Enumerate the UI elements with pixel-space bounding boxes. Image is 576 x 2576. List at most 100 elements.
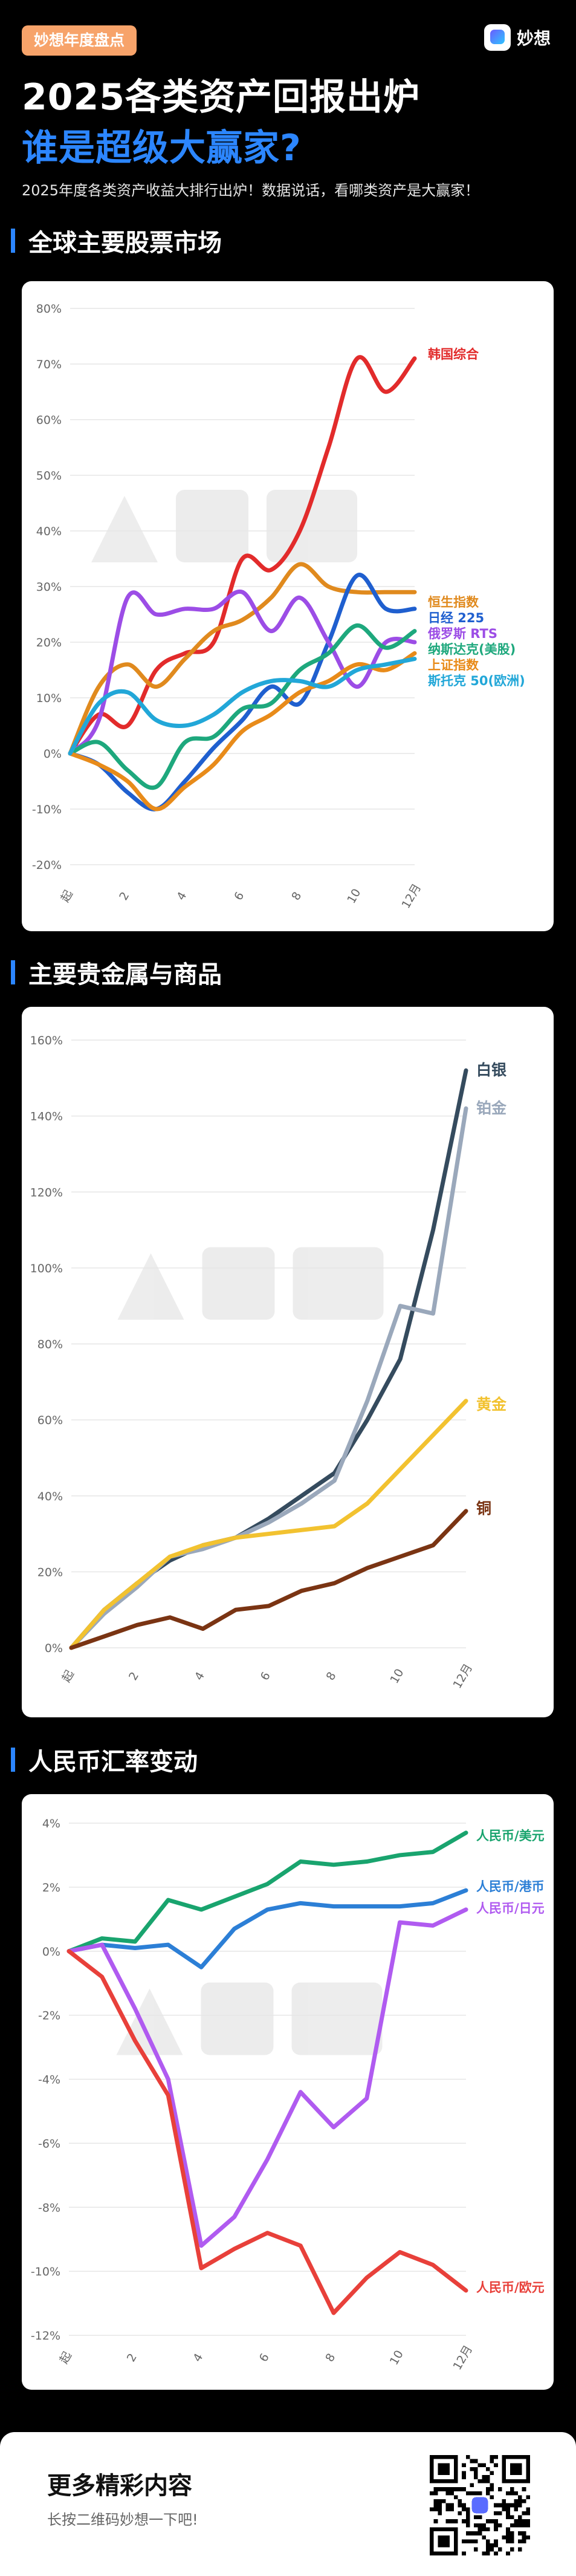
page-subtitle: 2025年度各类资产收益大排行出炉！数据说话，看哪类资产是大赢家！	[22, 182, 480, 199]
section-header-metals: 主要贵金属与商品	[0, 954, 576, 990]
y-tick-label: -2%	[38, 2009, 60, 2023]
y-tick-label: -8%	[38, 2201, 60, 2214]
y-tick-label: 140%	[30, 1110, 63, 1124]
qr-code-icon[interactable]	[430, 2455, 530, 2555]
series-label: 铜	[476, 1500, 491, 1517]
x-tick-label: 12月	[450, 1662, 475, 1691]
series-line-1	[68, 562, 417, 756]
x-tick-label: 8	[289, 890, 304, 902]
series-line-1	[69, 1106, 468, 1650]
y-tick-label: 0%	[42, 1945, 60, 1959]
watermark-logo-icon	[91, 490, 357, 562]
y-tick-label: 50%	[36, 469, 62, 483]
y-tick-label: -4%	[38, 2073, 60, 2087]
x-tick-label: 8	[324, 1670, 339, 1682]
series-line-3	[68, 589, 417, 756]
x-tick-label: 4	[190, 2351, 205, 2364]
y-tick-label: 30%	[36, 581, 62, 594]
series-line-1	[66, 1888, 468, 1969]
footer: 更多精彩内容 长按二维码妙想一下吧!	[0, 2432, 576, 2576]
x-tick-label: 6	[258, 1670, 273, 1682]
y-tick-label: 0%	[44, 747, 62, 761]
series-label: 铂金	[476, 1099, 507, 1117]
series-label: 斯托克 50(欧洲)	[428, 674, 525, 688]
series-label: 韩国综合	[428, 347, 479, 362]
footer-subtitle: 长按二维码妙想一下吧!	[47, 2511, 198, 2528]
series-label: 黄金	[476, 1396, 507, 1413]
section-accent-bar	[11, 229, 15, 253]
page-title-line1: 2025各类资产回报出炉	[22, 76, 420, 119]
y-tick-label: 20%	[36, 636, 62, 649]
y-tick-label: 160%	[30, 1034, 63, 1047]
y-tick-label: -20%	[32, 859, 62, 872]
brand-name: 妙想	[516, 28, 551, 48]
series-label: 白银	[476, 1061, 507, 1079]
y-tick-label: 80%	[37, 1338, 63, 1351]
x-tick-label: 4	[174, 890, 189, 902]
y-tick-label: 2%	[42, 1881, 60, 1895]
x-tick-label: 6	[257, 2351, 272, 2364]
footer-title: 更多精彩内容	[47, 2472, 192, 2500]
series-line-0	[68, 355, 417, 756]
y-tick-label: 120%	[30, 1186, 63, 1199]
series-label: 恒生指数	[428, 595, 479, 610]
y-tick-label: 40%	[37, 1490, 63, 1503]
section-header-stocks: 全球主要股票市场	[0, 223, 576, 259]
series-line-3	[66, 1949, 468, 2315]
x-tick-label: 10	[387, 2348, 406, 2367]
y-tick-label: 0%	[45, 1642, 63, 1655]
chart-card-stocks: -20% -10% 0% 10% 20% 30% 40% 50% 60% 70% 80% 起 2 4 6 8 1…	[22, 281, 554, 931]
section-header-fx: 人民币汇率变动	[0, 1742, 576, 1778]
chart-fx: -12% -10% -8% -6% -4% -2% 0% 2% 4% 起 2 4 6 8 10 12月 人民币/…	[31, 1817, 545, 2372]
y-tick-label: -6%	[38, 2137, 60, 2150]
series-line-2	[69, 1399, 468, 1650]
y-tick-label: 40%	[36, 525, 62, 538]
section-accent-bar	[11, 1748, 15, 1772]
series-label: 人民币/美元	[476, 1829, 545, 1843]
section-accent-bar	[11, 960, 15, 984]
series-line-0	[66, 1830, 468, 1954]
x-tick-label: 12月	[399, 882, 424, 911]
y-tick-label: 70%	[36, 358, 62, 371]
x-tick-label: 6	[231, 890, 247, 902]
series-line-2	[66, 1907, 468, 2248]
series-line-4	[68, 623, 417, 790]
x-tick-label: 8	[323, 2351, 338, 2364]
series-label: 人民币/日元	[476, 1901, 545, 1916]
y-tick-label: 60%	[37, 1414, 63, 1427]
page-title-line2: 谁是超级大赢家?	[22, 127, 302, 169]
x-tick-label: 起	[57, 2349, 75, 2366]
section-title-stocks: 全球主要股票市场	[28, 229, 222, 257]
x-tick-label: 2	[117, 890, 132, 902]
series-line-3	[69, 1509, 468, 1650]
y-tick-label: -10%	[32, 803, 62, 816]
y-tick-label: 60%	[36, 414, 62, 427]
y-tick-label: 20%	[37, 1566, 63, 1579]
y-tick-label: 10%	[36, 692, 62, 705]
x-tick-label: 4	[192, 1670, 207, 1682]
series-label: 纳斯达克(美股)	[428, 642, 516, 657]
x-tick-label: 起	[59, 888, 76, 904]
x-tick-label: 12月	[450, 2343, 475, 2372]
brand: 妙想	[484, 24, 551, 51]
series-label: 人民币/欧元	[476, 2280, 545, 2295]
series-label: 俄罗斯 RTS	[427, 626, 497, 641]
y-tick-label: 4%	[42, 1817, 60, 1830]
series-label: 日经 225	[428, 611, 484, 625]
y-tick-label: 100%	[30, 1262, 63, 1275]
annual-review-badge: 妙想年度盘点	[22, 25, 137, 56]
x-tick-label: 2	[125, 2351, 140, 2364]
x-tick-label: 10	[387, 1667, 406, 1686]
chart-card-metals: 0% 20% 40% 60% 80% 100% 120% 140% 160% 起 2 4 6 8 10 12月…	[22, 1007, 554, 1717]
series-line-6	[68, 657, 417, 756]
y-tick-label: -12%	[31, 2329, 60, 2343]
series-line-5	[68, 651, 417, 812]
y-tick-label: -10%	[31, 2265, 60, 2278]
x-tick-label: 2	[126, 1670, 141, 1682]
x-tick-label: 起	[60, 1668, 77, 1684]
series-label: 上证指数	[428, 658, 479, 672]
chart-metals: 0% 20% 40% 60% 80% 100% 120% 140% 160% 起 2 4 6 8 10 12月…	[30, 1034, 507, 1691]
series-line-0	[69, 1068, 468, 1650]
brand-logo-icon	[484, 24, 511, 51]
